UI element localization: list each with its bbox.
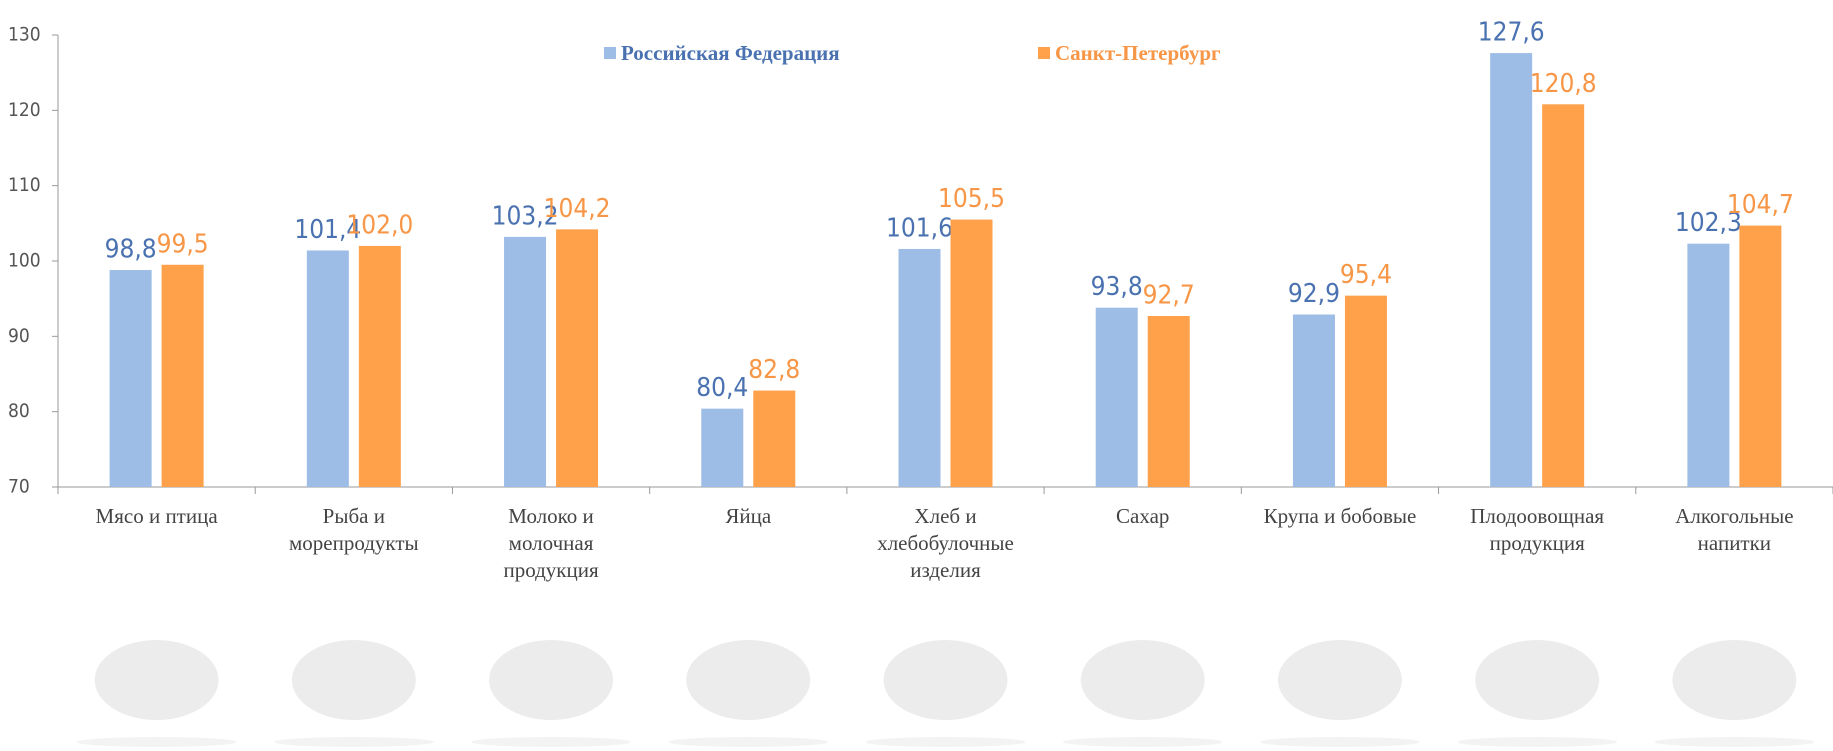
y-tick-label: 120 [8, 99, 41, 121]
value-label: 92,7 [1143, 280, 1195, 310]
y-tick-label: 80 [8, 400, 30, 422]
bar [358, 245, 401, 487]
value-label: 104,2 [544, 194, 611, 224]
icon-placeholder [1475, 640, 1600, 720]
bar [306, 250, 349, 487]
icon-shadow [1654, 737, 1815, 747]
legend-swatch [1038, 47, 1050, 59]
value-label: 120,8 [1530, 69, 1597, 99]
value-label: 95,4 [1340, 260, 1392, 290]
y-tick-label: 110 [8, 174, 41, 196]
x-tick-label: Мясо и птица [95, 504, 218, 528]
bar [504, 236, 547, 487]
bar [701, 408, 744, 487]
x-tick-label: Хлеб и хлебобулочные изделия [877, 504, 1014, 582]
value-label: 127,6 [1478, 18, 1545, 48]
icon-placeholder [1080, 640, 1205, 720]
icon-placeholder [686, 640, 811, 720]
value-label: 105,5 [938, 184, 1005, 214]
bar [1095, 307, 1138, 487]
x-tick-label: Сахар [1116, 504, 1170, 528]
bar [950, 219, 993, 488]
icon-shadow [273, 737, 434, 747]
value-label: 82,8 [748, 355, 800, 385]
bar [1292, 314, 1335, 487]
value-label: 102,3 [1675, 208, 1742, 238]
value-label: 104,7 [1727, 190, 1794, 220]
bar [1490, 53, 1533, 487]
value-label: 98,8 [105, 235, 157, 265]
value-label: 99,5 [157, 229, 209, 259]
icon-shadow [668, 737, 829, 747]
x-tick-label: Алкогольные напитки [1675, 504, 1794, 555]
bar [753, 390, 796, 487]
y-tick-label: 100 [8, 250, 41, 272]
x-tick-label: Яйца [725, 504, 772, 528]
icon-shadow [865, 737, 1026, 747]
icon-placeholder [94, 640, 219, 720]
value-label: 92,9 [1288, 279, 1340, 309]
bar [1687, 243, 1730, 487]
icon-shadow [76, 737, 237, 747]
bar [556, 229, 599, 488]
y-tick-label: 130 [8, 24, 41, 46]
bar [898, 248, 941, 487]
x-tick-label: Рыба и морепродукты [289, 504, 419, 555]
bar [1542, 104, 1585, 487]
bar [161, 264, 204, 487]
icon-placeholder [1672, 640, 1797, 720]
icon-shadow [471, 737, 632, 747]
icon-placeholder [489, 640, 614, 720]
bar [1739, 225, 1782, 488]
bar [109, 270, 152, 487]
value-label: 80,4 [696, 373, 748, 403]
bar [1147, 315, 1190, 487]
value-label: 102,0 [346, 210, 413, 240]
y-tick-label: 70 [8, 476, 30, 498]
legend-label: Санкт-Петербург [1055, 41, 1221, 65]
value-label: 101,4 [294, 215, 361, 245]
value-label: 93,8 [1091, 272, 1143, 302]
icon-placeholder [883, 640, 1008, 720]
x-tick-label: Крупа и бобовые [1263, 504, 1417, 528]
legend-label: Российская Федерация [621, 41, 840, 65]
x-tick-label: Плодоовощная продукция [1470, 504, 1605, 555]
icon-shadow [1259, 737, 1420, 747]
icon-placeholder [1277, 640, 1402, 720]
y-tick-label: 90 [8, 325, 30, 347]
value-label: 101,6 [886, 213, 953, 243]
x-tick-label: Молоко и молочная продукция [503, 504, 599, 582]
bar [1344, 295, 1387, 487]
legend-swatch [604, 47, 616, 59]
icon-shadow [1062, 737, 1223, 747]
icon-shadow [1457, 737, 1618, 747]
value-label: 103,2 [492, 201, 559, 231]
icon-placeholder [291, 640, 416, 720]
